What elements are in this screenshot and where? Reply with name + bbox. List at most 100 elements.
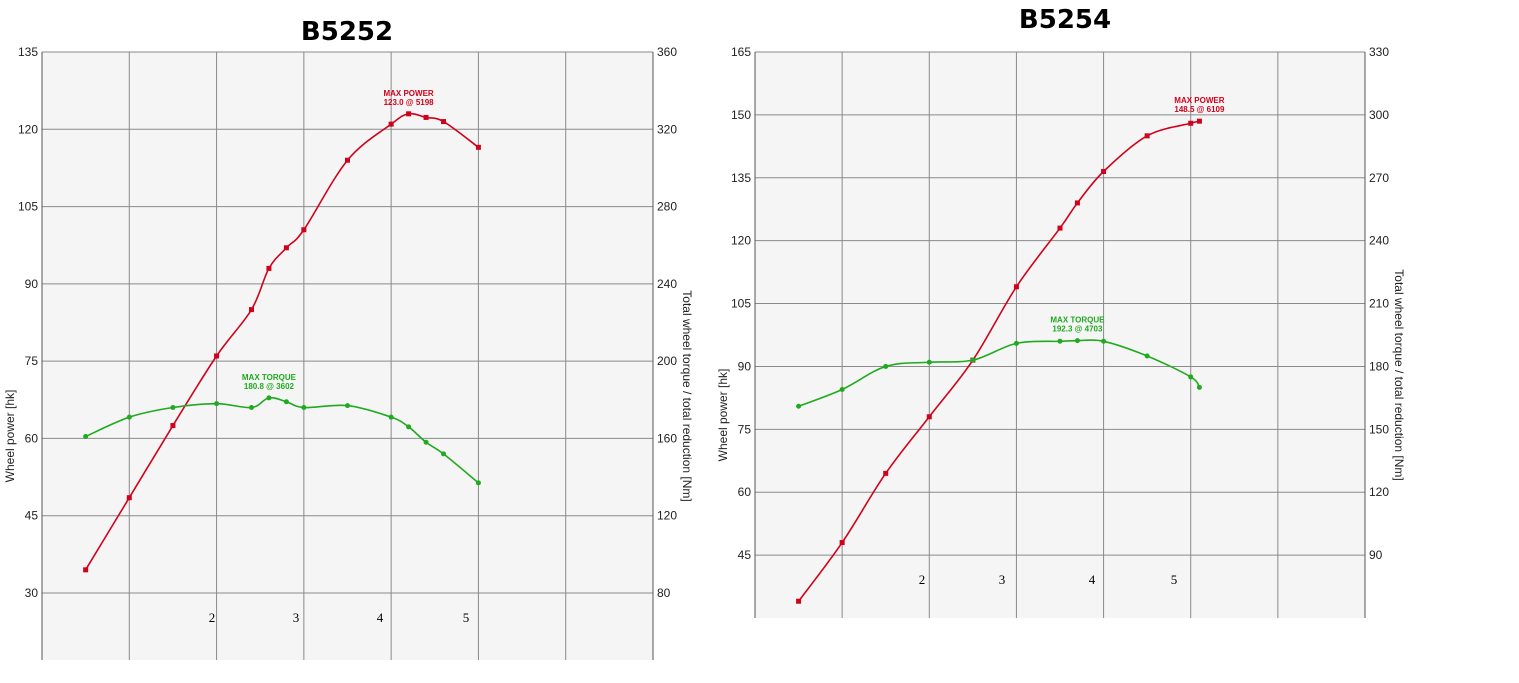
power-data-point <box>170 423 176 429</box>
y-tick-label: 120 <box>731 234 751 248</box>
torque-data-point <box>170 405 176 411</box>
torque-data-point <box>1074 338 1080 344</box>
torque-data-point <box>475 480 481 486</box>
power-data-point <box>301 227 307 233</box>
power-data-point <box>83 567 89 573</box>
gear-label: 4 <box>377 610 384 625</box>
torque-data-point <box>214 401 220 407</box>
y-tick-label: 150 <box>731 108 751 122</box>
y-tick-label: 30 <box>25 586 39 600</box>
annotation-label: MAX TORQUE <box>1050 316 1105 325</box>
power-data-point <box>441 119 447 125</box>
power-data-point <box>423 114 429 120</box>
y2-tick-label: 270 <box>1369 171 1389 185</box>
y-tick-label: 165 <box>731 45 751 59</box>
torque-data-point <box>248 405 254 411</box>
torque-data-point <box>1057 338 1063 344</box>
gear-label: 4 <box>1089 572 1096 587</box>
y2-tick-label: 160 <box>657 431 677 445</box>
y2-tick-label: 320 <box>657 122 677 136</box>
gear-label: 2 <box>919 572 926 587</box>
power-data-point <box>283 245 289 251</box>
torque-data-point <box>441 451 447 457</box>
torque-data-point <box>883 363 889 369</box>
y2-tick-label: 120 <box>1369 485 1389 499</box>
power-data-point <box>214 353 220 359</box>
y-tick-label: 45 <box>25 509 39 523</box>
y2-tick-label: 210 <box>1369 297 1389 311</box>
annotation-label: 148.5 @ 6109 <box>1174 105 1225 114</box>
y2-tick-label: 330 <box>1369 45 1389 59</box>
y2-tick-label: 180 <box>1369 359 1389 373</box>
y-tick-label: 45 <box>738 548 752 562</box>
y-tick-label: 75 <box>738 422 752 436</box>
power-data-point <box>1074 200 1080 206</box>
y-tick-label: 135 <box>18 45 38 59</box>
torque-data-point <box>283 399 289 405</box>
power-data-point <box>388 121 394 127</box>
y-tick-label: 90 <box>738 359 752 373</box>
annotation-label: MAX POWER <box>1174 96 1224 105</box>
chart-b5254: 45 60 75 90 105 120 135 150 165 90 120 150 180 210 240… <box>712 0 1412 683</box>
annotation-label: 180.8 @ 3602 <box>244 382 295 391</box>
y-tick-label: 120 <box>18 122 38 136</box>
y-axis-label: Wheel power [hk] <box>716 369 730 462</box>
chart-b5252-svg: 3045607590105120135801201602002402803203… <box>3 17 694 660</box>
y2-tick-label: 240 <box>657 277 677 291</box>
torque-data-point <box>1196 384 1202 390</box>
power-data-point <box>1057 225 1063 231</box>
y-tick-label: 60 <box>738 485 752 499</box>
torque-data-point <box>406 424 412 430</box>
annotation-label: 123.0 @ 5198 <box>384 98 435 107</box>
y2-axis-label: Total wheel torque / total reduction [Nm… <box>680 290 694 501</box>
gear-label: 2 <box>209 610 216 625</box>
y-tick-label: 60 <box>25 431 39 445</box>
y-tick-label: 75 <box>25 354 39 368</box>
y2-tick-label: 80 <box>657 586 671 600</box>
y-tick-label: 105 <box>18 200 38 214</box>
y2-tick-label: 90 <box>1369 548 1383 562</box>
torque-data-point <box>345 403 350 409</box>
gear-label: 3 <box>293 610 300 625</box>
torque-data-point <box>1013 340 1019 346</box>
power-data-point <box>266 265 272 271</box>
y2-tick-label: 120 <box>657 509 677 523</box>
gear-label: 5 <box>1171 572 1178 587</box>
power-data-point <box>1144 133 1150 139</box>
power-data-point <box>883 470 889 476</box>
y2-tick-label: 150 <box>1369 422 1389 436</box>
annotation-label: MAX TORQUE <box>242 373 297 382</box>
torque-data-point <box>423 439 429 445</box>
y-axis-label: Wheel power [hk] <box>3 390 17 483</box>
y2-tick-label: 280 <box>657 200 677 214</box>
power-data-point <box>926 414 932 420</box>
power-data-point <box>1013 284 1019 290</box>
annotation-label: 192.3 @ 4703 <box>1052 325 1103 334</box>
power-data-point <box>796 598 802 604</box>
power-data-point <box>1101 168 1107 174</box>
plot-background <box>42 52 653 660</box>
y2-tick-label: 200 <box>657 354 677 368</box>
power-data-point <box>345 157 350 163</box>
torque-data-point <box>839 387 845 393</box>
chart-title: B5254 <box>1019 5 1111 35</box>
gear-label: 5 <box>463 610 470 625</box>
y-tick-label: 90 <box>25 277 39 291</box>
power-data-point <box>839 540 845 546</box>
y2-tick-label: 360 <box>657 45 677 59</box>
torque-series-line <box>798 339 1201 408</box>
power-data-point <box>1196 118 1202 124</box>
torque-data-point <box>1188 374 1194 380</box>
torque-data-point <box>388 414 394 420</box>
torque-data-point <box>1101 338 1107 344</box>
torque-data-point <box>926 359 932 365</box>
chart-b5252: 30 45 60 75 90 105 120 135 80 120 160 200 240 280 320 3… <box>0 0 700 683</box>
chart-title: B5252 <box>301 17 393 47</box>
torque-data-point <box>301 405 307 411</box>
y2-tick-label: 300 <box>1369 108 1389 122</box>
torque-data-point <box>1144 353 1150 359</box>
plot-background <box>755 52 1365 618</box>
torque-data-point <box>796 403 802 409</box>
y-tick-label: 105 <box>731 297 751 311</box>
y2-axis-label: Total wheel torque / total reduction [Nm… <box>1392 269 1406 480</box>
